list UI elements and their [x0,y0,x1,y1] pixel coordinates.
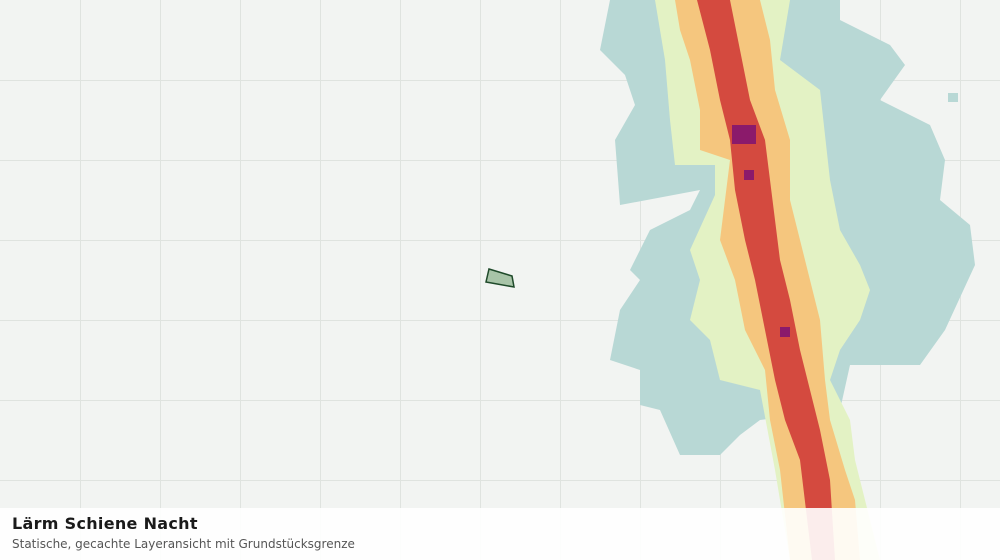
noise-zone-very-high [697,0,835,560]
parcel-boundary [485,268,515,288]
noise-zone-extreme [744,170,754,180]
noise-layer [600,0,975,560]
noise-zone-extreme [780,327,790,337]
layer-title: Lärm Schiene Nacht [12,514,198,533]
noise-zone-low [948,93,958,102]
noise-zone-extreme [732,125,756,144]
layer-subtitle: Statische, gecachte Layeransicht mit Gru… [12,537,355,551]
info-panel: Lärm Schiene Nacht Statische, gecachte L… [0,508,1000,560]
